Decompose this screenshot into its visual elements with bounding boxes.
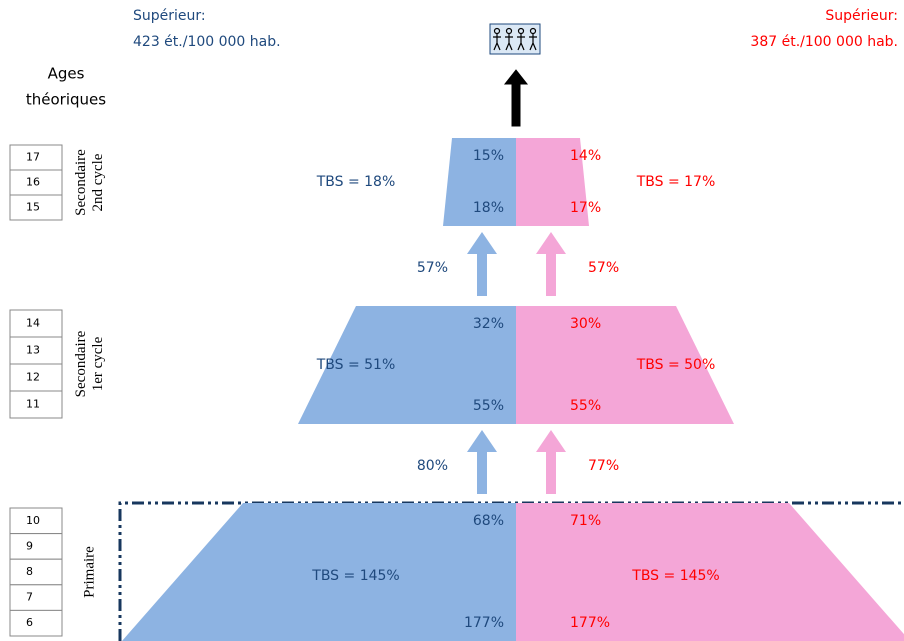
age-cell xyxy=(9,507,63,535)
up-arrow xyxy=(503,69,529,127)
girls-bottom-rate: 177% xyxy=(570,615,610,631)
girls-top-rate: 71% xyxy=(570,513,601,529)
right-header-label: Supérieur: xyxy=(825,8,898,24)
age-cell xyxy=(9,309,63,338)
girls-bottom-rate: 17% xyxy=(570,200,601,216)
age-label: 17 xyxy=(26,151,40,164)
age-cell xyxy=(9,169,63,196)
level-name: Secondaire xyxy=(73,149,89,216)
boys-tbs: TBS = 18% xyxy=(316,174,396,190)
boys-transition-rate: 57% xyxy=(417,260,448,276)
ages-title: Ages xyxy=(48,65,85,83)
ages-title: théoriques xyxy=(26,91,106,109)
boys-bottom-rate: 177% xyxy=(464,615,504,631)
boys-transition-rate: 80% xyxy=(417,458,448,474)
age-label: 7 xyxy=(26,591,33,604)
boys-tbs: TBS = 145% xyxy=(311,568,399,584)
age-cell xyxy=(9,558,63,586)
girls-trapezoid xyxy=(516,306,734,424)
age-label: 14 xyxy=(26,317,40,330)
level-name: Secondaire xyxy=(73,330,89,397)
age-label: 16 xyxy=(26,176,40,189)
girls-top-rate: 14% xyxy=(570,148,601,164)
boys-top-rate: 15% xyxy=(473,148,504,164)
level-name: 1er cycle xyxy=(90,336,106,391)
age-label: 12 xyxy=(26,371,40,384)
age-label: 6 xyxy=(26,616,33,629)
level-name: Primaire xyxy=(81,546,97,598)
people-icon xyxy=(489,23,541,55)
boys-top-rate: 68% xyxy=(473,513,504,529)
girls-tbs: TBS = 17% xyxy=(636,174,716,190)
boys-trapezoid xyxy=(443,138,516,226)
age-cell xyxy=(9,533,63,560)
right-header-value: 387 ét./100 000 hab. xyxy=(750,34,898,50)
age-cell xyxy=(9,609,63,637)
girls-trapezoid xyxy=(516,503,904,641)
girls-transition-rate: 57% xyxy=(588,260,619,276)
level-name: 2nd cycle xyxy=(90,153,106,211)
boys-bottom-rate: 18% xyxy=(473,200,504,216)
boys-trapezoid xyxy=(298,306,516,424)
age-cell xyxy=(9,363,63,392)
age-label: 8 xyxy=(26,565,33,578)
age-cell xyxy=(9,194,63,221)
age-cell xyxy=(9,390,63,419)
boys-transition-arrow xyxy=(467,232,497,296)
girls-transition-arrow xyxy=(536,430,566,494)
girls-top-rate: 30% xyxy=(570,316,601,332)
age-label: 15 xyxy=(26,201,40,214)
left-header-value: 423 ét./100 000 hab. xyxy=(133,34,281,50)
age-label: 11 xyxy=(26,398,40,411)
girls-tbs: TBS = 50% xyxy=(636,357,716,373)
age-label: 13 xyxy=(26,344,40,357)
girls-bottom-rate: 55% xyxy=(570,398,601,414)
age-label: 10 xyxy=(26,514,40,527)
girls-trapezoid xyxy=(516,138,589,226)
age-label: 9 xyxy=(26,539,33,552)
boys-transition-arrow xyxy=(467,430,497,494)
boys-trapezoid xyxy=(122,503,516,641)
left-header-label: Supérieur: xyxy=(133,8,206,24)
age-cell xyxy=(9,584,63,611)
boys-top-rate: 32% xyxy=(473,316,504,332)
girls-transition-arrow xyxy=(536,232,566,296)
girls-transition-rate: 77% xyxy=(588,458,619,474)
girls-tbs: TBS = 145% xyxy=(631,568,719,584)
boys-bottom-rate: 55% xyxy=(473,398,504,414)
boys-tbs: TBS = 51% xyxy=(316,357,396,373)
